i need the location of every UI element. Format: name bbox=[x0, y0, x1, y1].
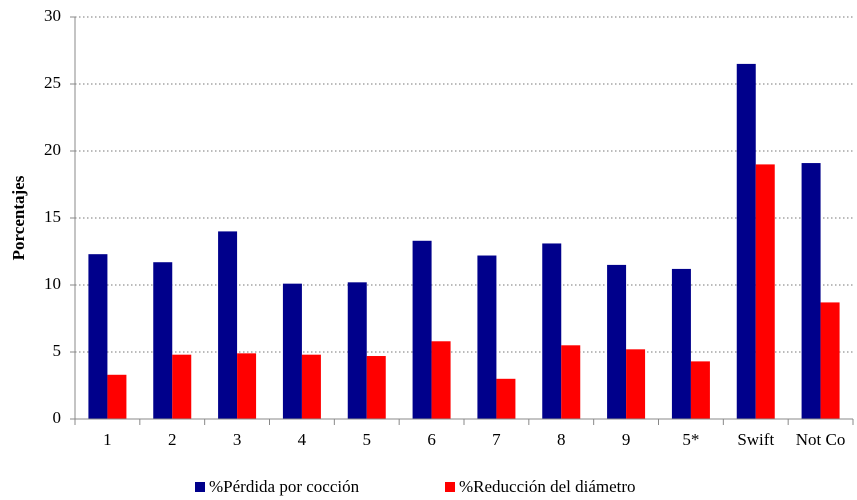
y-tick-label: 0 bbox=[53, 408, 62, 427]
bar bbox=[237, 353, 257, 419]
bar bbox=[801, 163, 821, 419]
bar bbox=[347, 282, 367, 419]
bar bbox=[431, 341, 451, 419]
legend-label: %Pérdida por cocción bbox=[209, 477, 360, 496]
bar bbox=[218, 231, 238, 419]
legend-swatch bbox=[195, 482, 205, 492]
bar bbox=[107, 374, 127, 419]
y-tick-label: 15 bbox=[44, 207, 61, 226]
y-tick-label: 20 bbox=[44, 140, 61, 159]
bar bbox=[496, 378, 516, 419]
bar bbox=[301, 354, 321, 419]
bar bbox=[607, 264, 627, 419]
bar bbox=[671, 268, 691, 419]
bar bbox=[172, 354, 192, 419]
bar bbox=[88, 254, 108, 419]
y-tick-label: 5 bbox=[53, 341, 62, 360]
x-tick-label: 5* bbox=[682, 430, 699, 449]
x-tick-label: 2 bbox=[168, 430, 177, 449]
y-tick-label: 10 bbox=[44, 274, 61, 293]
y-tick-label: 25 bbox=[44, 73, 61, 92]
legend-label: %Reducción del diámetro bbox=[459, 477, 636, 496]
y-axis-label: Porcentajes bbox=[9, 175, 28, 260]
bar bbox=[736, 63, 756, 420]
bar bbox=[542, 243, 562, 419]
legend-swatch bbox=[445, 482, 455, 492]
x-tick-label: 5 bbox=[363, 430, 372, 449]
bar bbox=[690, 361, 710, 419]
bar bbox=[561, 345, 581, 419]
x-tick-label: 8 bbox=[557, 430, 566, 449]
bar bbox=[366, 356, 386, 419]
x-tick-label: 6 bbox=[427, 430, 436, 449]
x-tick-label: 9 bbox=[622, 430, 631, 449]
bar bbox=[282, 283, 302, 419]
y-tick-label: 30 bbox=[44, 6, 61, 25]
x-tick-label: 7 bbox=[492, 430, 501, 449]
x-tick-label: 4 bbox=[298, 430, 307, 449]
x-tick-label: Not Co bbox=[796, 430, 846, 449]
bar bbox=[626, 349, 646, 419]
x-tick-label: 1 bbox=[103, 430, 112, 449]
bar bbox=[755, 164, 775, 419]
bar bbox=[820, 302, 840, 419]
bar bbox=[412, 240, 432, 419]
x-tick-label: Swift bbox=[737, 430, 774, 449]
x-tick-label: 3 bbox=[233, 430, 242, 449]
bar bbox=[153, 262, 173, 419]
bar bbox=[477, 255, 497, 419]
